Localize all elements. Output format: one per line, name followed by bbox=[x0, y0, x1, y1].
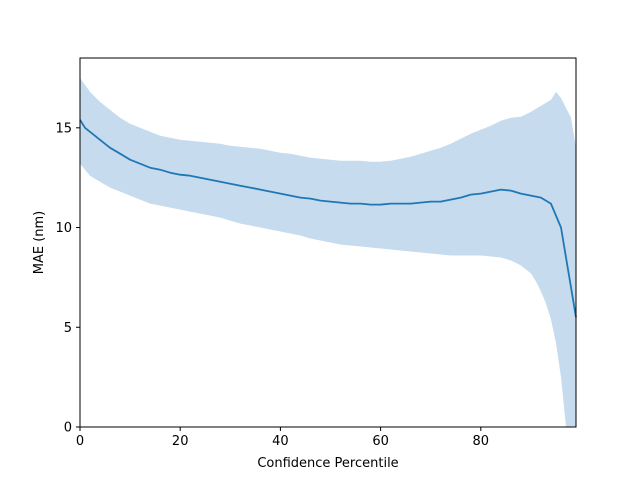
x-tick-label: 60 bbox=[372, 434, 389, 449]
x-axis-label: Confidence Percentile bbox=[257, 456, 398, 471]
x-axis-ticks: 0 20 40 60 80 bbox=[76, 427, 489, 449]
plot-frame bbox=[79, 57, 577, 428]
mae-mean-line bbox=[79, 119, 577, 318]
x-tick-label: 0 bbox=[76, 434, 84, 449]
y-tick-label: 10 bbox=[55, 221, 72, 236]
y-tick-label: 15 bbox=[55, 121, 72, 136]
y-tick-label: 5 bbox=[64, 321, 72, 336]
x-tick-label: 20 bbox=[172, 434, 189, 449]
y-axis-label: MAE (nm) bbox=[32, 211, 47, 275]
y-axis-ticks: 0 5 10 15 bbox=[55, 121, 80, 436]
plot-area bbox=[79, 77, 577, 428]
x-tick-label: 40 bbox=[272, 434, 289, 449]
confidence-band bbox=[80, 77, 576, 428]
x-tick-label: 80 bbox=[473, 434, 490, 449]
y-tick-label: 0 bbox=[64, 421, 72, 436]
